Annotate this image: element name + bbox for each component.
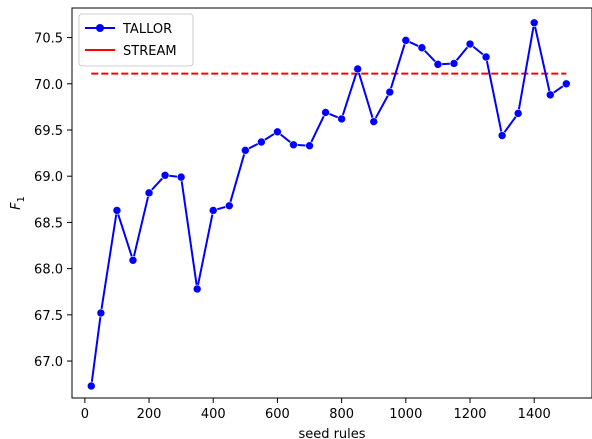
x-tick-label: 600 [265,407,290,422]
data-point-tallor [369,117,379,126]
data-point-tallor [465,39,475,49]
y-tick-label: 67.5 [34,309,63,324]
y-axis: 67.0 67.5 68.0 68.5 69.0 69.5 70.0 70.5 [34,32,72,370]
data-point-tallor [321,108,330,117]
legend-label-tallor: TALLOR [122,22,172,37]
y-axis-label-main: F [9,202,24,210]
x-tick-label: 200 [137,407,162,422]
data-point-tallor [449,59,459,68]
data-point-tallor [305,141,314,151]
y-tick-label: 70.5 [34,32,63,47]
data-point-tallor [353,64,362,74]
x-axis-label: seed rules [298,427,365,439]
data-point-tallor [417,43,427,53]
x-axis: 0 200 400 600 800 1000 1200 1400 [81,398,551,422]
series-line-tallor [90,22,567,387]
data-point-tallor [86,381,96,391]
legend-marker-tallor [96,24,104,32]
legend: TALLOR STREAM [78,13,194,67]
y-tick-label: 70.0 [34,78,63,93]
data-point-tallor [513,109,523,118]
data-point-tallor [112,206,122,215]
data-point-tallor [433,60,443,69]
y-tick-label: 68.5 [34,216,63,231]
data-point-tallor [96,308,106,318]
data-point-tallor [529,18,539,28]
y-tick-label: 68.0 [34,263,63,278]
data-point-tallor [176,172,186,182]
y-tick-label: 67.0 [34,355,63,370]
data-point-tallor [385,87,395,97]
legend-label-stream: STREAM [123,44,177,59]
x-tick-label: 800 [329,407,354,422]
axes-frame [71,7,592,399]
data-point-tallor [497,131,507,140]
data-point-tallor [273,127,282,137]
y-axis-label-subscript: 1 [16,196,27,202]
x-tick-label: 400 [201,407,226,422]
x-tick-label: 0 [81,407,89,422]
data-point-tallor [241,146,250,155]
plot-area [86,18,571,391]
data-point-tallor [401,36,411,45]
data-point-tallor [224,201,234,211]
x-tick-label: 1000 [389,407,422,422]
data-point-tallor [289,140,298,150]
y-axis-label: F1 [9,196,27,210]
data-point-tallor [257,137,266,147]
x-tick-label: 1200 [453,407,486,422]
data-point-tallor [545,90,555,100]
data-point-tallor [337,114,346,124]
data-point-tallor [481,52,491,62]
data-point-tallor [562,79,571,89]
data-point-tallor [144,188,154,198]
data-point-tallor [160,170,170,180]
data-point-tallor [192,284,202,294]
x-tick-label: 1400 [518,407,551,422]
data-point-tallor [208,206,218,215]
y-tick-label: 69.0 [34,170,63,185]
data-point-tallor [128,255,138,265]
y-tick-label: 69.5 [34,124,63,139]
